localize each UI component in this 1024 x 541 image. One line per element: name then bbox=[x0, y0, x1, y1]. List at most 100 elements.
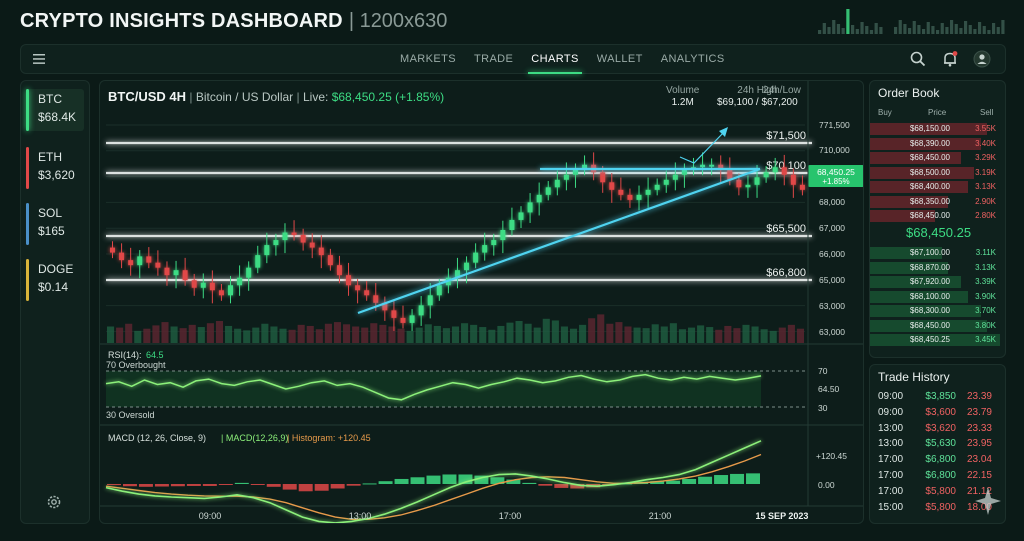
depth-bar bbox=[870, 181, 968, 193]
order-book-ask-row[interactable]: $68,450.00 2.80K bbox=[870, 209, 1005, 222]
sparkline-bar bbox=[894, 27, 898, 34]
tab-trade[interactable]: TRADE bbox=[473, 53, 514, 65]
app-title: CRYPTO INSIGHTS DASHBOARD bbox=[20, 9, 343, 32]
price-chart[interactable]: $71,500$70,100$65,500$66,800771,500710,0… bbox=[100, 81, 864, 524]
sparkline-bar bbox=[959, 28, 963, 34]
order-book-bid-row[interactable]: $67,920.00 3.39K bbox=[870, 275, 1005, 288]
order-book-bid-row[interactable]: $68,100.00 3.90K bbox=[870, 290, 1005, 303]
order-book-ask-row[interactable]: $68,150.00 3.55K bbox=[870, 122, 1005, 135]
notification-bell-icon[interactable] bbox=[941, 50, 959, 68]
chart-pair: BTC/USD 4H bbox=[108, 89, 187, 104]
trade-time: 13:00 bbox=[878, 422, 904, 434]
depth-bar bbox=[870, 137, 981, 150]
depth-bar bbox=[870, 195, 948, 208]
settings-gear-icon[interactable] bbox=[45, 493, 63, 511]
macd-histogram-bar bbox=[570, 484, 585, 489]
order-book-bid-row[interactable]: $68,450.25 3.45K bbox=[870, 333, 1005, 346]
order-book-ask-row[interactable]: $68,450.00 3.29K bbox=[870, 151, 1005, 164]
volume-bar bbox=[388, 326, 396, 343]
sparkline-bar bbox=[908, 28, 912, 34]
order-price: $68,450.00 bbox=[909, 320, 950, 330]
sparkle-icon bbox=[975, 487, 1001, 515]
trade-row[interactable]: 13:00 $5,630 23.95 bbox=[870, 438, 1005, 453]
order-book-bid-row[interactable]: $68,870.00 3.13K bbox=[870, 261, 1005, 274]
trade-change: 21.12 bbox=[966, 485, 992, 497]
tab-charts[interactable]: CHARTS bbox=[522, 45, 587, 74]
sparkline-bar bbox=[846, 9, 850, 34]
title-bar: CRYPTO INSIGHTS DASHBOARD | 1200x630 bbox=[0, 0, 1024, 42]
volume-bar bbox=[569, 328, 578, 343]
volume-bar bbox=[234, 328, 242, 343]
header-sparkline-right bbox=[894, 20, 1005, 34]
candle-body bbox=[718, 164, 724, 170]
depth-bar bbox=[870, 210, 935, 222]
macd-histogram-bar bbox=[714, 475, 729, 484]
price-axis-tick: 771,500 bbox=[819, 120, 850, 130]
order-book-ask-row[interactable]: $68,390.00 3.40K bbox=[870, 137, 1005, 150]
rsi-title: RSI(14): bbox=[108, 350, 142, 360]
price-axis-tick: 710,000 bbox=[819, 145, 850, 155]
order-quantity: 3.13K bbox=[975, 182, 996, 191]
tab-analytics[interactable]: ANALYTICS bbox=[660, 53, 725, 65]
order-quantity: 2.80K bbox=[975, 211, 996, 220]
trade-row[interactable]: 17:00 $6,800 22.15 bbox=[870, 470, 1005, 485]
macd-histogram-bar bbox=[666, 480, 681, 484]
order-book-ask-row[interactable]: $68,500.00 3.19K bbox=[870, 166, 1005, 179]
candle-body bbox=[273, 240, 279, 246]
search-icon[interactable] bbox=[909, 50, 927, 68]
macd-signal-line bbox=[105, 453, 762, 520]
trade-time: 17:00 bbox=[878, 470, 904, 481]
tab-markets[interactable]: MARKETS bbox=[400, 53, 456, 65]
order-book-bid-row[interactable]: $67,100.00 3.11K bbox=[870, 246, 1005, 259]
trade-row[interactable]: 09:00 $3,600 23.79 bbox=[870, 407, 1005, 422]
trade-row[interactable]: 17:00 $6,800 23.04 bbox=[870, 454, 1005, 469]
menu-icon[interactable] bbox=[31, 51, 47, 67]
macd-histogram-bar bbox=[170, 484, 185, 487]
trade-row[interactable]: 17:00 $5,800 21.12 bbox=[870, 486, 1005, 501]
user-avatar-icon[interactable] bbox=[973, 50, 991, 68]
candle-body bbox=[182, 270, 188, 281]
sidebar-coin-eth[interactable]: ETH $3,620 bbox=[26, 147, 84, 189]
depth-bar bbox=[870, 123, 987, 135]
volume-bar bbox=[261, 323, 269, 343]
sparkline-bar bbox=[982, 26, 986, 34]
volume-bar bbox=[588, 318, 596, 343]
sidebar-coin-sol[interactable]: SOL $165 bbox=[26, 203, 84, 245]
candle-body bbox=[282, 232, 288, 241]
macd-histogram-bar bbox=[506, 479, 521, 484]
order-quantity: 3.55K bbox=[975, 124, 996, 133]
order-price: $68,390.00 bbox=[909, 138, 950, 148]
volume-bar bbox=[306, 325, 314, 343]
sparkline-bar bbox=[926, 22, 930, 34]
candle-body bbox=[346, 275, 352, 286]
macd-axis-tick: 0.00 bbox=[818, 480, 835, 490]
tab-wallet[interactable]: WALLET bbox=[596, 53, 643, 65]
order-quantity: 3.70K bbox=[975, 306, 996, 315]
sparkline-bar bbox=[865, 26, 869, 34]
trade-row[interactable]: 09:00 $3,850 23.39 bbox=[870, 391, 1005, 406]
trade-row[interactable]: 13:00 $3,620 23.33 bbox=[870, 423, 1005, 438]
order-book-ask-row[interactable]: $68,350.00 2.90K bbox=[870, 195, 1005, 208]
volume-bar bbox=[333, 322, 342, 343]
sparkline-bar bbox=[860, 22, 864, 34]
trade-history-title: Trade History bbox=[878, 370, 950, 384]
order-book-bid-row[interactable]: $68,300.00 3.70K bbox=[870, 304, 1005, 317]
rsi-axis-tick: 30 bbox=[818, 403, 828, 413]
time-axis-tick: 17:00 bbox=[499, 511, 522, 521]
header-separator: | bbox=[189, 90, 196, 104]
volume-bar bbox=[769, 330, 777, 343]
trade-row[interactable]: 15:00 $5,800 18.00 bbox=[870, 502, 1005, 517]
volume-bar bbox=[252, 327, 260, 343]
candle-body bbox=[654, 184, 660, 190]
order-book-bid-row[interactable]: $68,450.00 3.80K bbox=[870, 319, 1005, 332]
sidebar-coin-btc[interactable]: BTC $68.4K bbox=[26, 89, 84, 131]
order-book-ask-row[interactable]: $68,400.00 3.13K bbox=[870, 180, 1005, 193]
order-quantity: 3.29K bbox=[975, 153, 996, 162]
volume-bar bbox=[324, 323, 332, 343]
candle-body bbox=[364, 290, 370, 296]
volume-bar bbox=[733, 328, 741, 343]
trade-price: $6,800 bbox=[925, 470, 956, 481]
sidebar-coin-doge[interactable]: DOGE $0.14 bbox=[26, 259, 84, 301]
candle-body bbox=[745, 184, 751, 188]
macd-histogram-bar bbox=[442, 474, 457, 484]
